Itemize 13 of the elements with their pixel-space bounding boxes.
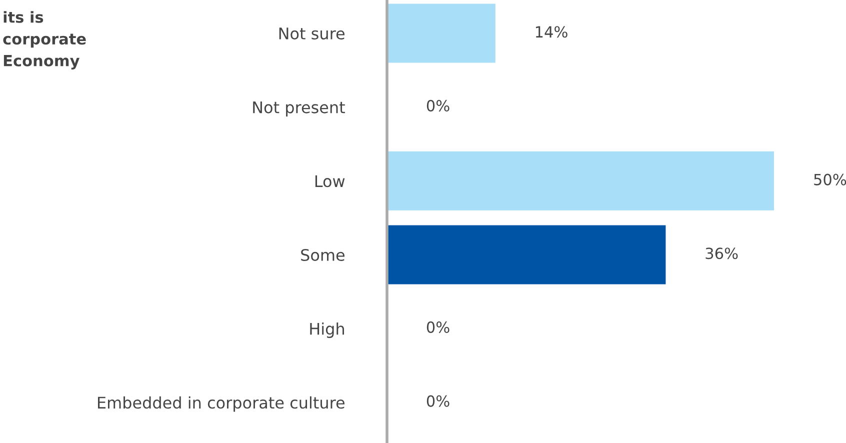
y-tick-label: Embedded in corporate culture bbox=[98, 396, 344, 412]
text: its is corporate Economy bbox=[3, 11, 86, 70]
data-label: 0% bbox=[426, 100, 450, 112]
y-tick-label: High bbox=[310, 322, 344, 338]
data-label: 36% bbox=[706, 248, 738, 260]
data-label: 50% bbox=[814, 174, 846, 186]
data-label: 14% bbox=[536, 26, 568, 38]
y-tick-label: Low bbox=[315, 175, 345, 188]
data-label: 0% bbox=[426, 395, 450, 407]
y-tick-label: Some bbox=[301, 248, 344, 262]
data-label: 0% bbox=[426, 321, 450, 333]
y-tick-label: Not sure bbox=[279, 28, 344, 40]
y-tick-label: Not present bbox=[253, 101, 345, 116]
